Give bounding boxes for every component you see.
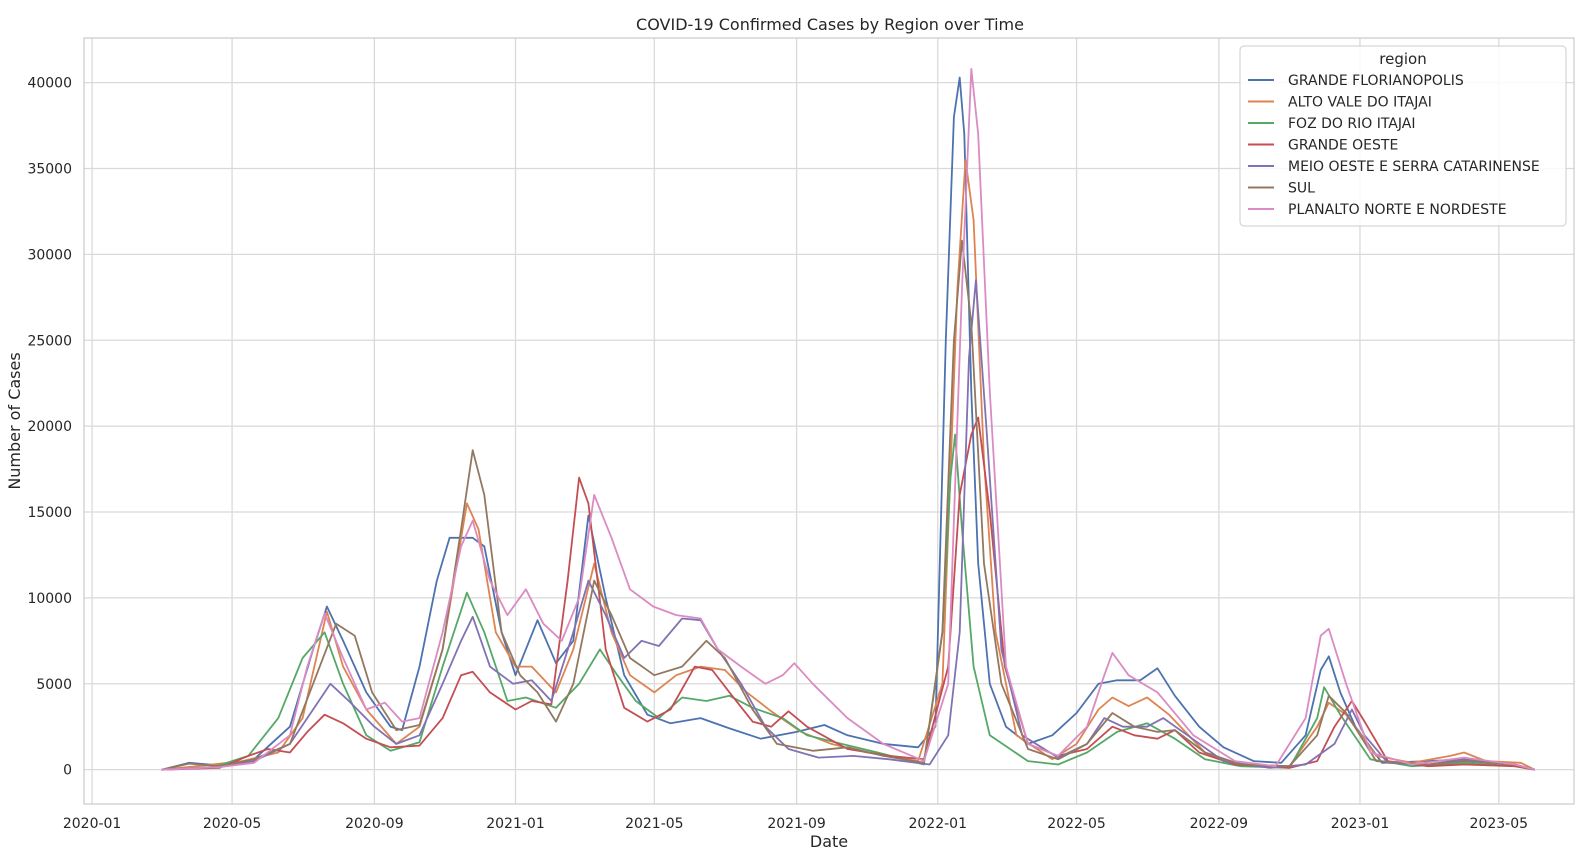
y-tick-label: 40000 (27, 76, 72, 92)
x-axis-ticks: 2020-01 2020-05 2020-09 2021-01 2021-05 2021-… (63, 816, 1528, 832)
y-tick-label: 35000 (27, 162, 72, 178)
x-tick-label: 2020-01 (63, 816, 122, 832)
x-tick-label: 2020-05 (203, 816, 262, 832)
y-axis-label: Number of Cases (5, 352, 24, 489)
x-tick-label: 2021-05 (625, 816, 684, 832)
chart-title: COVID-19 Confirmed Cases by Region over … (636, 15, 1024, 34)
series-lines (161, 68, 1536, 771)
series-line-7 (161, 68, 1535, 771)
x-axis-label: Date (810, 832, 848, 851)
x-tick-label: 2022-09 (1190, 816, 1249, 832)
y-tick-label: 10000 (27, 591, 72, 607)
y-tick-label: 15000 (27, 505, 72, 521)
legend-label: SUL (1288, 181, 1315, 197)
y-tick-label: 20000 (27, 419, 72, 435)
legend-label: ALTO VALE DO ITAJAI (1288, 95, 1432, 111)
y-tick-label: 30000 (27, 247, 72, 263)
x-tick-label: 2023-05 (1470, 816, 1529, 832)
x-tick-label: 2022-01 (908, 816, 967, 832)
x-tick-label: 2023-01 (1331, 816, 1390, 832)
y-axis-ticks: 0 5000 10000 15000 20000 25000 30000 35000 40000 (27, 76, 72, 779)
y-tick-label: 25000 (27, 333, 72, 349)
x-tick-label: 2022-05 (1047, 816, 1106, 832)
plot-frame (83, 37, 1575, 805)
series-line-6 (161, 239, 1535, 771)
legend-label: MEIO OESTE E SERRA CATARINENSE (1288, 159, 1540, 175)
legend-label: GRANDE FLORIANOPOLIS (1288, 73, 1464, 89)
x-tick-label: 2020-09 (345, 816, 404, 832)
legend: region GRANDE FLORIANOPOLIS ALTO VALE DO … (1239, 45, 1567, 227)
y-tick-label: 0 (63, 763, 72, 779)
legend-items: GRANDE FLORIANOPOLIS ALTO VALE DO ITAJAI F… (1248, 73, 1540, 218)
legend-box (1239, 45, 1567, 227)
x-tick-label: 2021-01 (486, 816, 545, 832)
x-tick-label: 2021-09 (767, 816, 826, 832)
legend-title: region (1379, 50, 1426, 68)
legend-label: PLANALTO NORTE E NORDESTE (1288, 202, 1507, 218)
legend-label: GRANDE OESTE (1288, 138, 1398, 154)
y-tick-label: 5000 (36, 677, 72, 693)
legend-label: FOZ DO RIO ITAJAI (1288, 116, 1415, 132)
